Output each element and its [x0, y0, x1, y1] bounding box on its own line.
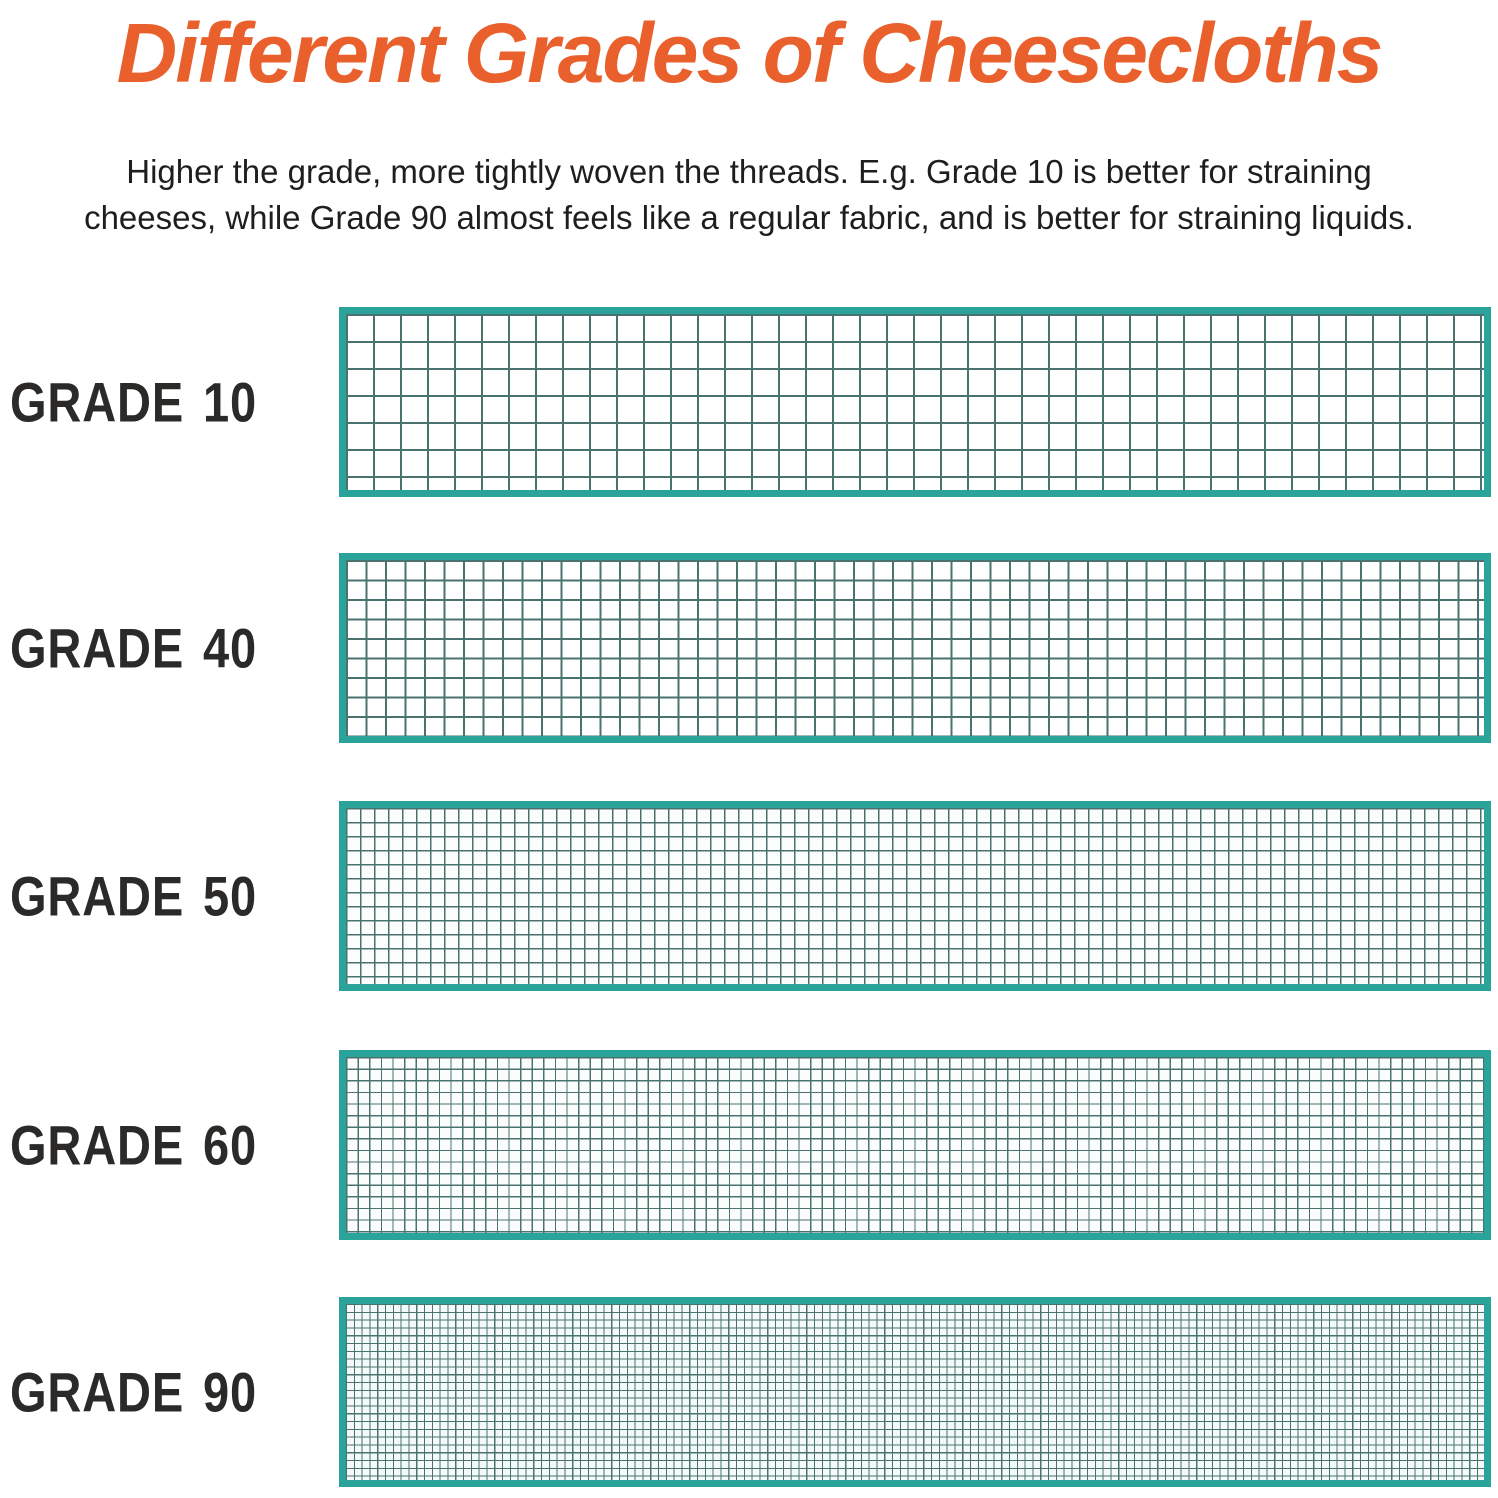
cheesecloth-mesh-grade-90	[339, 1297, 1491, 1487]
subtitle-line-1: Higher the grade, more tightly woven the…	[126, 153, 1372, 191]
grade-label-grade-60: GRADE 60	[10, 1113, 258, 1177]
subtitle-line-2: cheeses, while Grade 90 almost feels lik…	[84, 198, 1414, 236]
cheesecloth-mesh-grade-50	[339, 801, 1491, 991]
grade-label-grade-10: GRADE 10	[10, 370, 258, 434]
cheesecloth-mesh-grade-40	[339, 553, 1491, 743]
grade-row-grade-50: GRADE 50	[0, 801, 1498, 991]
cheesecloth-mesh-grade-10	[339, 307, 1491, 497]
page-title: Different Grades of Cheesecloths	[116, 6, 1384, 100]
grade-row-grade-60: GRADE 60	[0, 1050, 1498, 1240]
grade-label-grade-90: GRADE 90	[10, 1360, 258, 1424]
grade-row-grade-90: GRADE 90	[0, 1297, 1498, 1487]
cheesecloth-mesh-grade-60	[339, 1050, 1491, 1240]
grade-row-grade-40: GRADE 40	[0, 553, 1498, 743]
grade-label-grade-50: GRADE 50	[10, 864, 258, 928]
grade-row-grade-10: GRADE 10	[0, 307, 1498, 497]
subtitle: Higher the grade, more tightly woven the…	[0, 149, 1498, 240]
grade-label-grade-40: GRADE 40	[10, 616, 258, 680]
